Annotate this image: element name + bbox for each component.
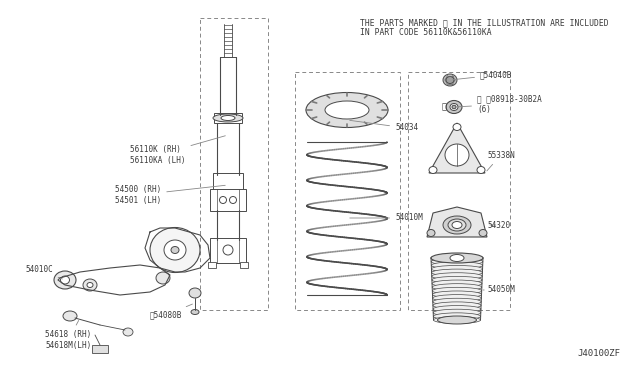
Ellipse shape xyxy=(87,282,93,288)
Ellipse shape xyxy=(433,287,482,294)
Text: J40100ZF: J40100ZF xyxy=(577,349,620,358)
Text: ※54080B: ※54080B xyxy=(150,304,193,320)
Polygon shape xyxy=(429,123,485,173)
Ellipse shape xyxy=(448,219,466,231)
Ellipse shape xyxy=(433,305,481,312)
Bar xyxy=(92,345,108,353)
Bar xyxy=(210,238,246,263)
Ellipse shape xyxy=(450,103,458,110)
Ellipse shape xyxy=(433,298,481,305)
Bar xyxy=(208,262,216,268)
Ellipse shape xyxy=(433,302,481,309)
Ellipse shape xyxy=(452,221,462,228)
Ellipse shape xyxy=(164,240,186,260)
Ellipse shape xyxy=(432,284,482,291)
Text: 56110K (RH)
56110KA (LH): 56110K (RH) 56110KA (LH) xyxy=(130,136,225,165)
Ellipse shape xyxy=(432,273,483,280)
Text: ※ Ⓝ08918-30B2A
(6): ※ Ⓝ08918-30B2A (6) xyxy=(457,94,541,114)
Text: 54320: 54320 xyxy=(487,221,510,230)
Text: 54010C: 54010C xyxy=(25,266,63,279)
Ellipse shape xyxy=(429,167,437,173)
Ellipse shape xyxy=(450,254,464,262)
Ellipse shape xyxy=(432,280,482,287)
Ellipse shape xyxy=(223,245,233,255)
Ellipse shape xyxy=(431,266,483,272)
Text: 54618 (RH)
54618M(LH): 54618 (RH) 54618M(LH) xyxy=(45,320,92,350)
Ellipse shape xyxy=(443,216,471,234)
Text: ※54040B: ※54040B xyxy=(452,71,513,80)
Ellipse shape xyxy=(191,310,199,314)
Ellipse shape xyxy=(445,144,469,166)
Ellipse shape xyxy=(446,100,462,113)
Bar xyxy=(213,173,243,191)
Bar xyxy=(408,72,510,310)
Ellipse shape xyxy=(433,309,481,316)
Bar xyxy=(214,113,242,123)
Ellipse shape xyxy=(446,77,454,83)
Ellipse shape xyxy=(443,74,457,86)
Ellipse shape xyxy=(438,316,477,324)
Text: 54010M: 54010M xyxy=(350,214,423,222)
Ellipse shape xyxy=(433,317,481,324)
Text: 54050M: 54050M xyxy=(483,285,515,295)
Ellipse shape xyxy=(54,271,76,289)
Ellipse shape xyxy=(306,93,388,128)
Polygon shape xyxy=(427,207,487,237)
Text: THE PARTS MARKED ※ IN THE ILLUSTRATION ARE INCLUDED
IN PART CODE 56110K&56110KA: THE PARTS MARKED ※ IN THE ILLUSTRATION A… xyxy=(360,18,609,38)
Ellipse shape xyxy=(431,262,483,269)
Bar xyxy=(210,189,246,211)
Text: Ⓝ: Ⓝ xyxy=(442,103,447,112)
Ellipse shape xyxy=(189,288,201,298)
Ellipse shape xyxy=(221,115,235,121)
Ellipse shape xyxy=(479,230,487,237)
Ellipse shape xyxy=(453,124,461,131)
Ellipse shape xyxy=(452,105,456,109)
Ellipse shape xyxy=(213,114,243,122)
Ellipse shape xyxy=(427,230,435,237)
Ellipse shape xyxy=(123,328,133,336)
Ellipse shape xyxy=(156,272,170,284)
Bar xyxy=(240,262,248,268)
Ellipse shape xyxy=(230,196,237,203)
Ellipse shape xyxy=(63,311,77,321)
Text: 54500 (RH)
54501 (LH): 54500 (RH) 54501 (LH) xyxy=(115,185,225,205)
Ellipse shape xyxy=(220,196,227,203)
Ellipse shape xyxy=(432,276,482,283)
Ellipse shape xyxy=(325,101,369,119)
Ellipse shape xyxy=(433,313,481,320)
Ellipse shape xyxy=(83,279,97,291)
Ellipse shape xyxy=(431,254,483,262)
Ellipse shape xyxy=(431,269,483,276)
Text: 55338N: 55338N xyxy=(487,151,515,171)
Bar xyxy=(200,18,268,310)
Ellipse shape xyxy=(150,228,200,273)
Text: 54034: 54034 xyxy=(349,121,418,132)
Ellipse shape xyxy=(477,167,485,173)
Ellipse shape xyxy=(61,276,70,284)
Ellipse shape xyxy=(433,295,481,302)
Ellipse shape xyxy=(431,253,483,263)
Bar xyxy=(295,72,400,310)
Ellipse shape xyxy=(433,291,481,298)
Ellipse shape xyxy=(171,247,179,253)
Ellipse shape xyxy=(431,258,483,265)
